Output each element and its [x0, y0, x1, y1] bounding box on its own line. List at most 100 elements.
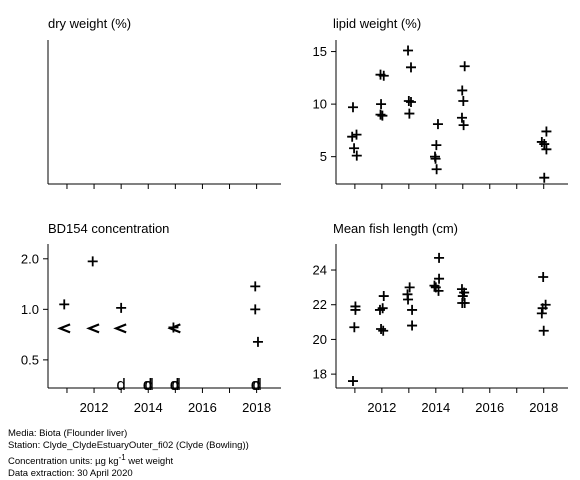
data-point-plus [541, 126, 552, 137]
panel-bd154-concentration: BD154 concentration 2012 2014 2016 2018 0.5 1… [21, 221, 281, 415]
data-point-plus [347, 102, 358, 113]
x-tick-label: 2018 [529, 400, 558, 415]
data-point-plus [403, 45, 414, 56]
data-point-d: d [251, 375, 260, 394]
y-tick-label: 2.0 [21, 251, 39, 266]
y-tick-label: 0.5 [21, 352, 39, 367]
data-point-plus [59, 299, 70, 310]
data-point-plus [250, 281, 261, 292]
data-point-less-than [57, 323, 71, 334]
data-point-plus [378, 70, 389, 81]
data-point-plus [430, 153, 441, 164]
data-point-plus [456, 112, 467, 123]
data-point-d: d [116, 375, 125, 394]
data-point-d: d [144, 375, 153, 394]
footer-media: Media: Biota (Flounder liver) [8, 428, 128, 439]
data-point-plus [404, 108, 415, 119]
data-point-d: d [252, 375, 261, 394]
footer-units-suffix: wet weight [125, 456, 174, 468]
data-point-plus [116, 302, 127, 313]
data-point-plus [347, 376, 358, 387]
panel-lipid-weight: lipid weight (%) 5 10 15 [313, 16, 568, 189]
footer-units-mu: µg kg [95, 456, 119, 468]
data-point-plus [538, 271, 549, 282]
data-point-plus [350, 304, 361, 315]
x-tick-label: 2014 [134, 400, 163, 415]
data-point-plus [459, 297, 470, 308]
data-point-plus [250, 304, 261, 315]
data-point-plus [405, 97, 416, 108]
panel-mean-fish-length: Mean fish length (cm) 2012 2014 2016 2018 18… [313, 221, 568, 415]
data-point-plus [431, 140, 442, 151]
data-point-plus [351, 129, 362, 140]
data-point-plus [252, 336, 263, 347]
y-tick-label: 18 [313, 367, 327, 382]
data-point-plus [458, 120, 469, 131]
data-point-plus [376, 99, 387, 110]
data-point-plus [347, 131, 358, 142]
data-point-plus [403, 95, 414, 106]
data-point-d: d [171, 375, 180, 394]
x-tick-label: 2012 [80, 400, 109, 415]
data-point-plus [376, 324, 387, 335]
footer-units-prefix: Concentration units: [8, 456, 96, 468]
panel-title-dry-weight: dry weight (%) [48, 16, 131, 31]
data-point-plus [407, 320, 418, 331]
data-point-d: d [143, 375, 152, 394]
data-point-plus [458, 95, 469, 106]
panel-title-lipid-weight: lipid weight (%) [333, 16, 421, 31]
data-point-plus [433, 285, 444, 296]
y-tick-label: 5 [320, 149, 327, 164]
panel-dry-weight: dry weight (%) [47, 16, 281, 189]
footer-extraction: Data extraction: 30 April 2020 [8, 468, 133, 480]
footer-station: Station: Clyde_ClydeEstuaryOuter_fi02 (C… [8, 440, 249, 451]
x-tick-label: 2018 [242, 400, 271, 415]
data-point-plus [536, 308, 547, 319]
data-point-plus [377, 303, 388, 314]
data-point-plus [536, 136, 547, 147]
data-point-less-than [167, 323, 181, 334]
data-point-plus [349, 322, 360, 333]
data-point-plus [538, 325, 549, 336]
x-tick-label: 2012 [367, 400, 396, 415]
y-tick-label: 10 [313, 97, 327, 112]
panel-title-mean-fish-length: Mean fish length (cm) [333, 221, 458, 236]
data-point-plus [407, 304, 418, 315]
data-point-plus [378, 291, 389, 302]
x-tick-label: 2014 [421, 400, 450, 415]
y-tick-label: 15 [313, 44, 327, 59]
y-tick-label: 24 [313, 263, 327, 278]
y-tick-label: 20 [313, 332, 327, 347]
data-point-plus [378, 325, 389, 336]
data-point-plus [404, 282, 415, 293]
data-point-plus [405, 62, 416, 73]
data-point-plus [375, 109, 386, 120]
data-point-less-than [113, 323, 127, 334]
data-point-plus [539, 139, 550, 150]
data-point-d: d [170, 375, 179, 394]
x-tick-label: 2016 [188, 400, 217, 415]
data-point-plus [429, 280, 440, 291]
data-point-plus [539, 172, 550, 183]
data-point-plus [351, 150, 362, 161]
x-tick-label: 2016 [475, 400, 504, 415]
chart-footer: Media: Biota (Flounder liver) Station: C… [8, 428, 249, 480]
footer-units: Concentration units: µg kg-1 wet weight [8, 452, 249, 468]
y-tick-label: 1.0 [21, 302, 39, 317]
data-point-less-than [86, 323, 100, 334]
data-point-plus [541, 144, 552, 155]
data-point-plus [457, 85, 468, 96]
footer-units-sup: -1 [118, 453, 126, 462]
data-point-plus [403, 294, 414, 305]
panel-title-bd154: BD154 concentration [48, 221, 169, 236]
data-point-plus [377, 110, 388, 121]
data-point-plus [87, 256, 98, 267]
data-point-plus [432, 119, 443, 130]
data-point-plus [459, 61, 470, 72]
data-point-plus [434, 252, 445, 263]
y-tick-label: 22 [313, 297, 327, 312]
data-point-plus [431, 164, 442, 175]
data-point-plus [349, 143, 360, 154]
data-point-plus [434, 273, 445, 284]
